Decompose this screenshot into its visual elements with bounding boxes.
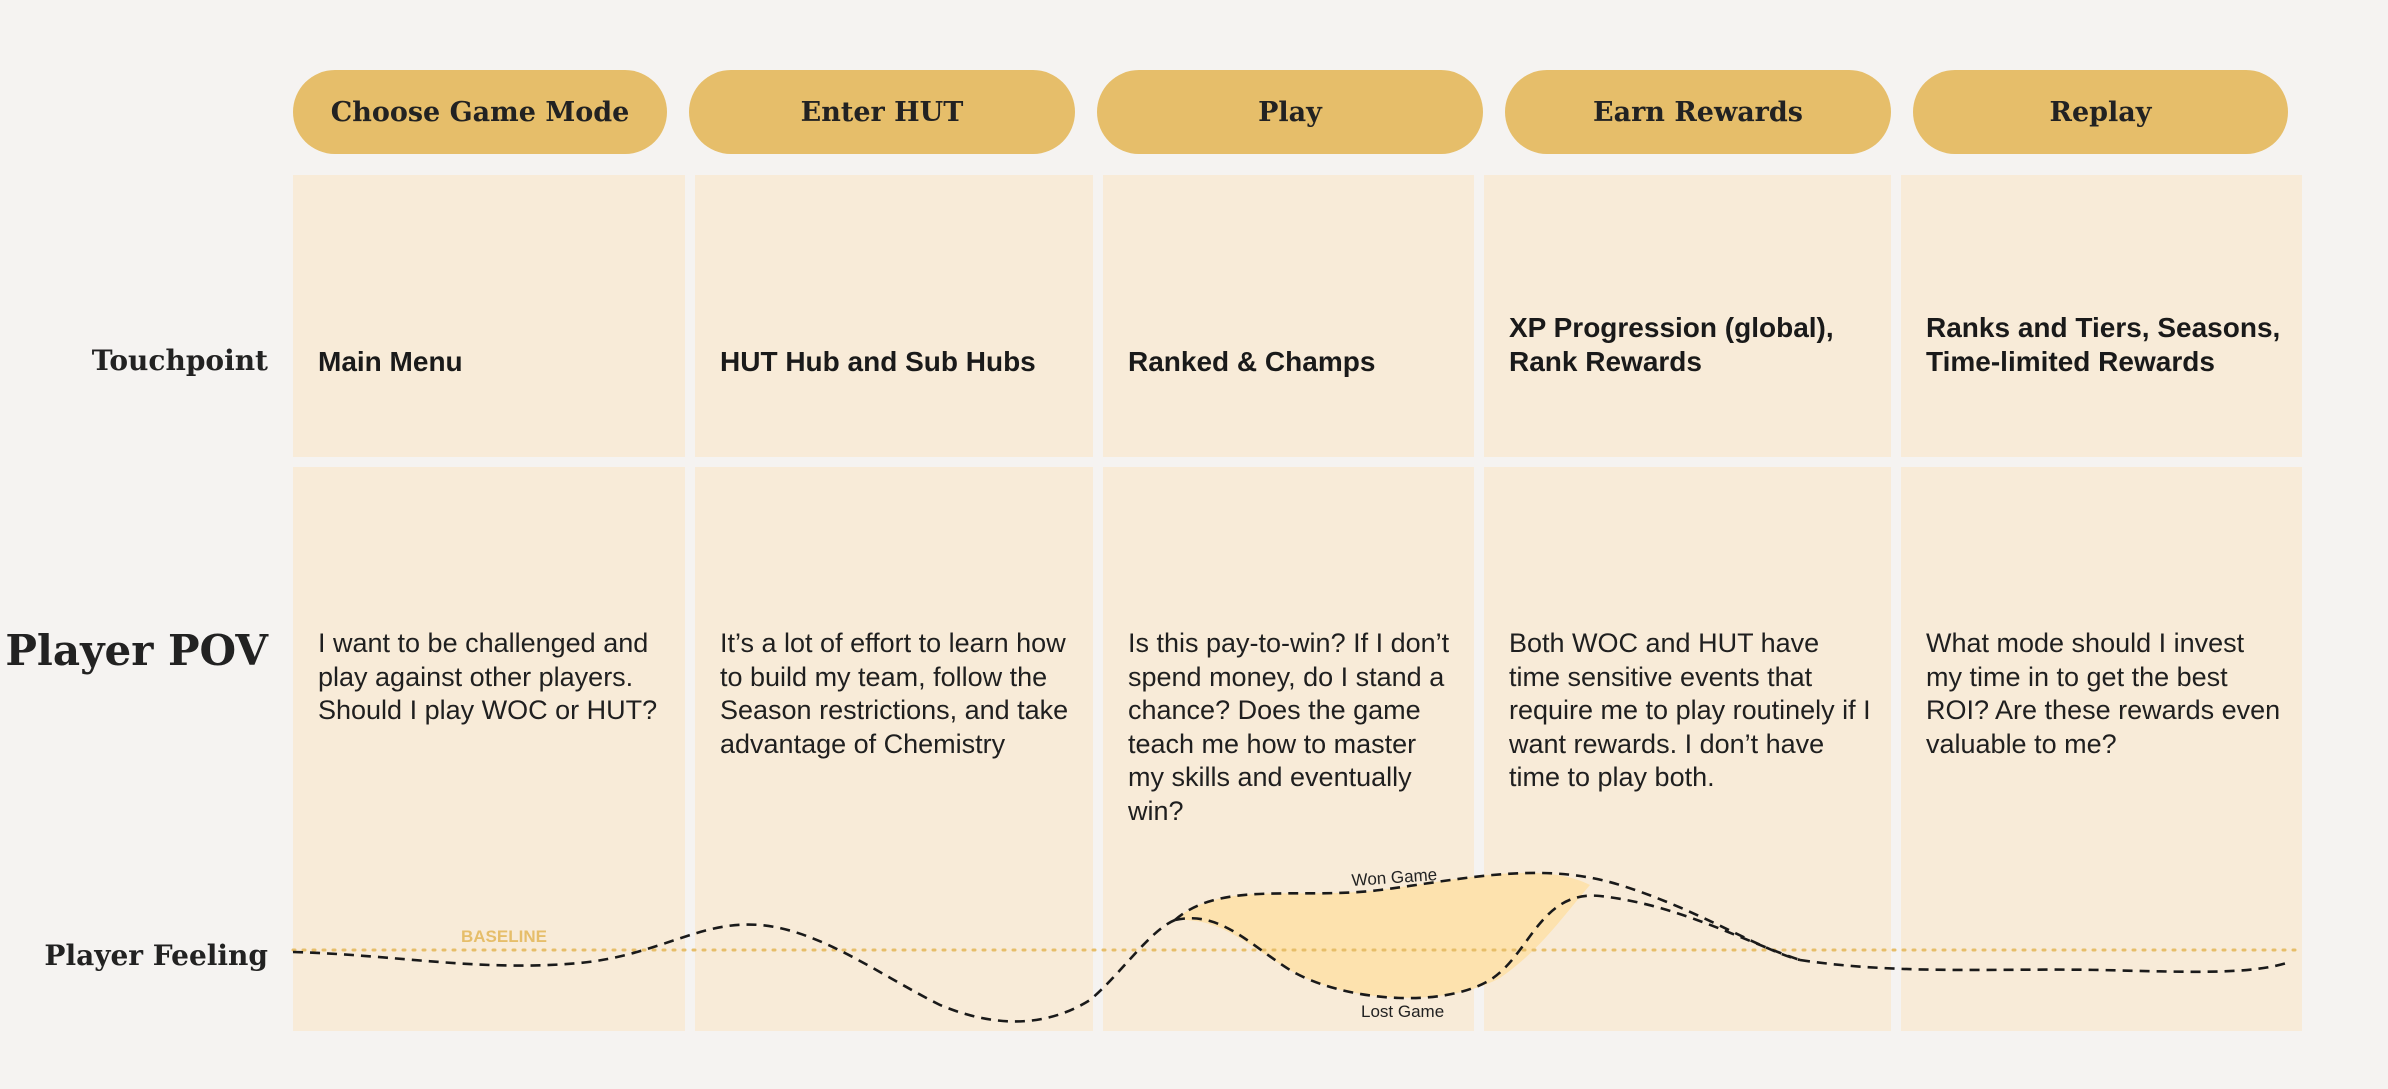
won-lost-highlight-area (1175, 872, 1590, 998)
lost-game-label: Lost Game (1361, 1002, 1444, 1021)
touchpoint-text: Ranks and Tiers, Seasons, Time-limited R… (1926, 312, 2281, 377)
stage-pill-replay: Replay (1913, 70, 2288, 154)
pov-cell: What mode should I invest my time in to … (1901, 467, 2302, 1031)
row-label-touchpoint: Touchpoint (91, 344, 268, 377)
lost-game-curve (1174, 894, 1801, 1000)
row-label-player-pov: Player POV (5, 626, 268, 675)
row-label-player-feeling: Player Feeling (44, 939, 268, 972)
pov-text: Is this pay-to-win? If I don’t spend mon… (1128, 628, 1450, 826)
won-game-curve (1174, 871, 1801, 962)
touchpoint-text: Ranked & Champs (1128, 346, 1376, 377)
touchpoint-cell: Main Menu (293, 175, 685, 457)
pov-cell: It’s a lot of effort to learn how to bui… (695, 467, 1093, 1031)
stage-pill-earn-rewards: Earn Rewards (1505, 70, 1891, 154)
stage-pill-enter-hut: Enter HUT (689, 70, 1075, 154)
pov-cell: I want to be challenged and play against… (293, 467, 685, 1031)
touchpoint-cell: XP Progression (global), Rank Rewards (1484, 175, 1891, 457)
stage-pill-choose-game-mode: Choose Game Mode (293, 70, 667, 154)
baseline-label: BASELINE (461, 927, 547, 946)
touchpoint-text: XP Progression (global), Rank Rewards (1509, 312, 1834, 377)
pov-text: Both WOC and HUT have time sensitive eve… (1509, 628, 1871, 792)
pov-text: What mode should I invest my time in to … (1926, 628, 2281, 759)
touchpoint-cell: Ranks and Tiers, Seasons, Time-limited R… (1901, 175, 2302, 457)
touchpoint-text: HUT Hub and Sub Hubs (720, 346, 1036, 377)
replay-feeling-curve (1799, 958, 2291, 974)
base-feeling-curve (292, 918, 1176, 1023)
touchpoint-cell: Ranked & Champs (1103, 175, 1474, 457)
pov-text: It’s a lot of effort to learn how to bui… (720, 628, 1069, 759)
touchpoint-cell: HUT Hub and Sub Hubs (695, 175, 1093, 457)
pov-cell: Both WOC and HUT have time sensitive eve… (1484, 467, 1891, 1031)
touchpoint-text: Main Menu (318, 346, 463, 377)
stage-pill-play: Play (1097, 70, 1483, 154)
pov-text: I want to be challenged and play against… (318, 628, 658, 725)
